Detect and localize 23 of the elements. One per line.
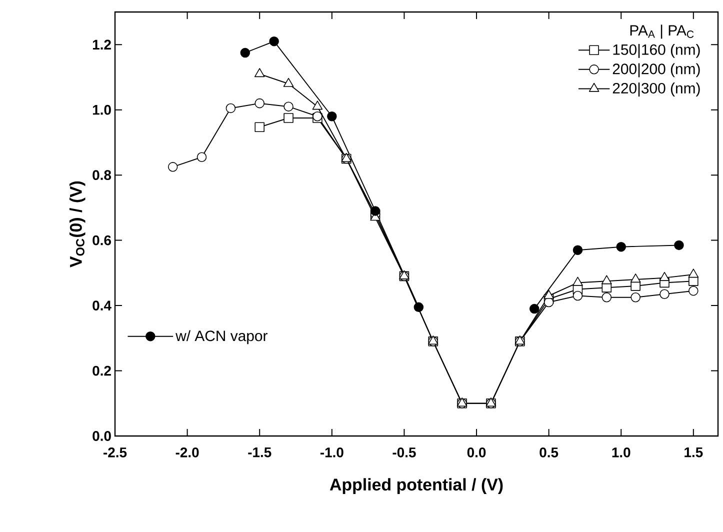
x-tick-label: -0.5 (392, 447, 416, 458)
y-tick-label: 1.2 (92, 40, 111, 50)
x-tick-label: -2.5 (104, 447, 127, 458)
x-axis-title: Applied potential / (V) (330, 478, 503, 494)
y-axis-title: V$_{OC}$(0) / (V) (69, 181, 86, 268)
x-tick-label: -1.0 (320, 447, 344, 458)
x-tick-label: -2.0 (176, 447, 199, 458)
x-tick-label: -1.5 (248, 447, 272, 458)
legend-title: PA$_{A}$ | PA$_{C}$ (630, 24, 694, 39)
y-tick-label: 0.6 (92, 235, 111, 246)
y-tick-label: 0.8 (92, 170, 112, 180)
legend-label: w/ ACN vapor (176, 330, 268, 344)
legend-label: 200|200 (nm) (612, 63, 700, 78)
x-tick-label: 1.5 (684, 447, 703, 458)
x-tick-label: 0.5 (540, 447, 558, 458)
y-tick-label: 0.0 (92, 431, 111, 441)
y-tick-label: 0.4 (92, 300, 112, 310)
legend-label: 150|160 (nm) (613, 44, 700, 58)
x-tick-label: 0.0 (467, 447, 486, 458)
y-tick-label: 1.0 (92, 104, 111, 115)
y-tick-label: 0.2 (92, 366, 111, 376)
x-tick-label: 1.0 (612, 447, 630, 458)
legend-label: 220|300 (nm) (612, 82, 700, 97)
